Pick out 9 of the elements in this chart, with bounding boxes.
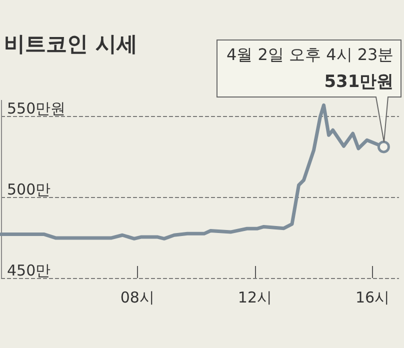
x-tick-label: 08시 [120, 288, 154, 306]
y-tick-label: 450만 [7, 262, 51, 280]
chart-title: 비트코인 시세 [4, 31, 138, 58]
x-tick-label: 16시 [356, 288, 390, 306]
text: 531만원 [324, 70, 394, 93]
y-tick-label: 550만원 [7, 100, 66, 118]
text: 4월 2일 오후 4시 23분 [226, 44, 394, 66]
y-tick-label: 500만 [7, 180, 51, 199]
x-tick-label: 12시 [238, 288, 272, 306]
